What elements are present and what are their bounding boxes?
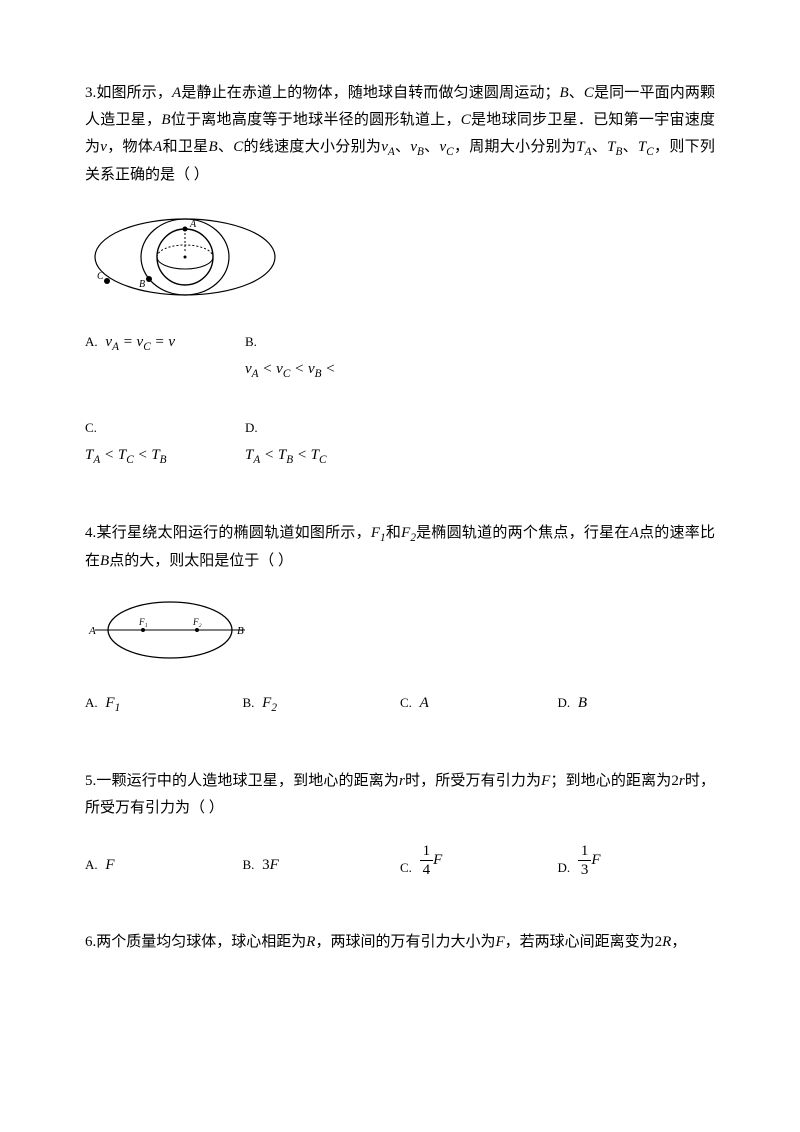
q3-stem: 3.如图所示，A是静止在赤道上的物体，随地球自转而做匀速圆周运动；B、C是同一平… [85,80,715,189]
svg-text:A: A [189,219,197,230]
svg-text:B: B [139,279,145,290]
q3-options-row2: C. TA < TC < TB D. TA < TB < TC [85,415,715,470]
q6-stem: 6.两个质量均匀球体，球心相距为R，两球间的万有引力大小为F，若两球心间距离变为… [85,929,715,956]
q3-option-b: B. vA < vC < vB < [245,329,405,384]
question-4: 4.某行星绕太阳运行的椭圆轨道如图所示，F1和F2是椭圆轨道的两个焦点，行星在A… [85,520,715,719]
svg-text:C: C [97,271,104,282]
q4-stem: 4.某行星绕太阳运行的椭圆轨道如图所示，F1和F2是椭圆轨道的两个焦点，行星在A… [85,520,715,575]
q5-option-b: B. 3F [243,852,401,879]
q5-option-a: A. F [85,852,243,879]
q4-num: 4. [85,525,96,541]
q5-num: 5. [85,773,96,789]
ellipse-orbit-icon: A B F₁ F₂ [85,595,255,665]
q3-option-a: A. vA = vC = v [85,329,245,384]
q3-figure: A B C [85,209,715,304]
q4-option-d: D. B [558,690,716,718]
q4-option-a: A. F1 [85,690,243,718]
q3-num: 3. [85,85,96,101]
q5-option-d: D. 13F [558,842,716,879]
question-6: 6.两个质量均匀球体，球心相距为R，两球间的万有引力大小为F，若两球心间距离变为… [85,929,715,956]
q5-options: A. F B. 3F C. 14F D. 13F [85,842,715,879]
q4-options: A. F1 B. F2 C. A D. B [85,690,715,718]
q4-option-b: B. F2 [243,690,401,718]
svg-text:B: B [237,625,244,637]
q3-option-d: D. TA < TB < TC [245,415,405,470]
q5-stem: 5.一颗运行中的人造地球卫星，到地心的距离为r时，所受万有引力为F；到地心的距离… [85,768,715,822]
q5-option-c: C. 14F [400,842,558,879]
q3-options-row1: A. vA = vC = v B. vA < vC < vB < [85,329,715,384]
question-5: 5.一颗运行中的人造地球卫星，到地心的距离为r时，所受万有引力为F；到地心的距离… [85,768,715,879]
orbit-diagram-icon: A B C [85,209,285,304]
q6-num: 6. [85,934,96,950]
svg-text:F₁: F₁ [138,617,148,627]
svg-text:F₂: F₂ [192,617,202,627]
q4-option-c: C. A [400,690,558,718]
question-3: 3.如图所示，A是静止在赤道上的物体，随地球自转而做匀速圆周运动；B、C是同一平… [85,80,715,470]
q3-option-c: C. TA < TC < TB [85,415,245,470]
q4-figure: A B F₁ F₂ [85,595,715,665]
svg-text:A: A [88,625,96,637]
